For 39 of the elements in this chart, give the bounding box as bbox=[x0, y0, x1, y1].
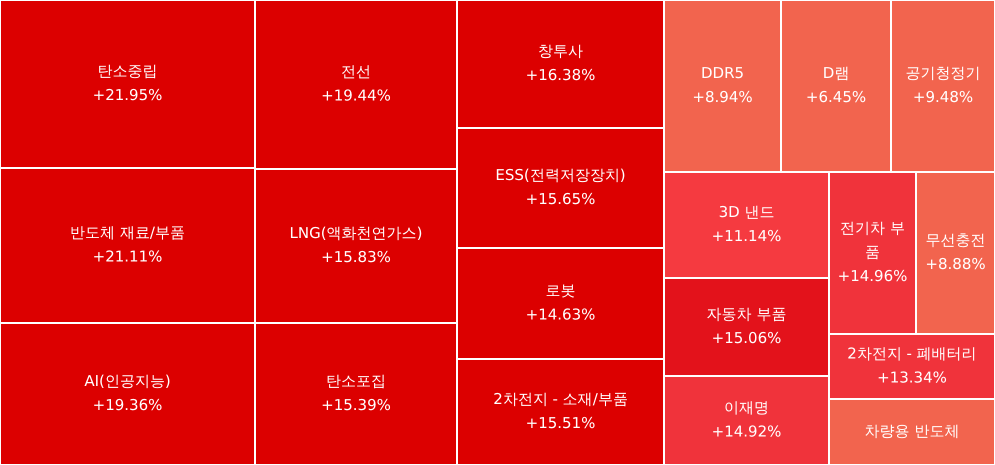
category-label: ESS(전력저장장치) bbox=[495, 166, 626, 184]
data-label: +15.39% bbox=[321, 396, 391, 414]
data-label: +15.83% bbox=[321, 248, 391, 266]
category-label: 탄소포집 bbox=[326, 372, 386, 390]
data-label: +21.95% bbox=[92, 86, 162, 104]
data-label: +16.38% bbox=[526, 66, 596, 84]
category-label: DDR5 bbox=[700, 64, 744, 82]
category-label: 3D 낸드 bbox=[718, 202, 774, 221]
data-label: +8.88% bbox=[925, 254, 986, 273]
category-label: 이재명 bbox=[724, 398, 769, 416]
category-label: D램 bbox=[822, 64, 850, 82]
category-label: 전선 bbox=[341, 62, 371, 80]
category-label: 2차전지 - 폐배터리 bbox=[847, 344, 977, 362]
data-label: +19.44% bbox=[321, 86, 391, 104]
category-label: 공기청정기 bbox=[906, 64, 980, 82]
data-label: +15.06% bbox=[712, 328, 782, 347]
data-label: +15.65% bbox=[526, 190, 596, 208]
data-label: +15.51% bbox=[526, 414, 596, 432]
data-label: +11.14% bbox=[712, 226, 782, 245]
category-label: AI(인공지능) bbox=[84, 372, 171, 390]
data-label: +14.63% bbox=[526, 305, 596, 324]
data-label: +14.96% bbox=[838, 266, 908, 285]
category-label: 무선충전 bbox=[926, 230, 986, 249]
data-label: +6.45% bbox=[806, 88, 866, 106]
category-label: 차량용 반도체 bbox=[864, 422, 960, 440]
data-label: +8.94% bbox=[692, 88, 753, 106]
category-label: 창투사 bbox=[538, 42, 583, 60]
category-label: 전기차 부품 bbox=[840, 218, 905, 261]
data-label: +19.36% bbox=[92, 396, 162, 414]
category-label: 로봇 bbox=[546, 281, 576, 300]
data-label: +13.34% bbox=[877, 368, 947, 386]
category-label: 탄소중립 bbox=[98, 62, 158, 80]
category-label: 자동차 부품 bbox=[706, 304, 786, 323]
category-label: LNG(액화천연가스) bbox=[290, 224, 422, 242]
data-label: +21.11% bbox=[92, 247, 162, 266]
category-label: 2차전지 - 소재/부품 bbox=[493, 390, 628, 408]
data-label: +14.92% bbox=[712, 422, 782, 440]
data-label: +9.48% bbox=[912, 88, 974, 106]
category-label: 반도체 재료/부품 bbox=[70, 223, 185, 242]
